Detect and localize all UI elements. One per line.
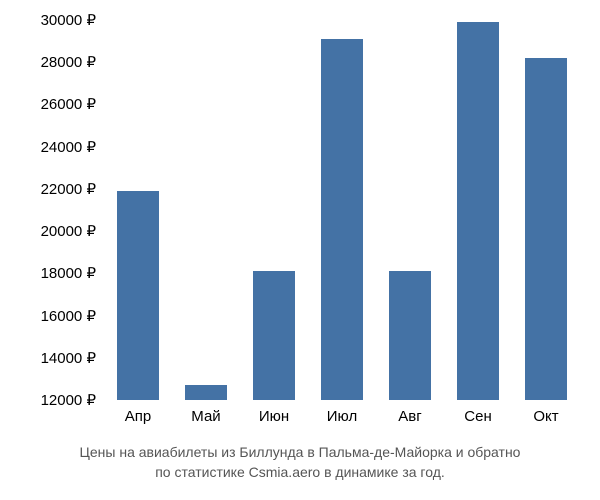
x-tick-label: Апр [104, 408, 172, 425]
y-tick-label: 14000 ₽ [20, 349, 96, 367]
bars-area [104, 20, 580, 400]
y-tick-label: 18000 ₽ [20, 264, 96, 282]
x-tick-label: Июн [240, 408, 308, 425]
x-axis-labels: АпрМайИюнИюлАвгСенОкт [104, 408, 580, 425]
bar [185, 385, 227, 400]
y-tick-label: 12000 ₽ [20, 391, 96, 409]
bar-column [308, 20, 376, 400]
bar-column [104, 20, 172, 400]
bar [253, 271, 295, 400]
caption-line-2: по статистике Csmia.aero в динамике за г… [155, 464, 445, 480]
bar [457, 22, 499, 400]
y-tick-label: 26000 ₽ [20, 95, 96, 113]
y-tick-label: 24000 ₽ [20, 138, 96, 156]
bar-column [444, 20, 512, 400]
bar-column [240, 20, 308, 400]
bar [117, 191, 159, 400]
x-tick-label: Май [172, 408, 240, 425]
bar-column [512, 20, 580, 400]
bar [525, 58, 567, 400]
y-tick-label: 20000 ₽ [20, 222, 96, 240]
plot-area: 12000 ₽14000 ₽16000 ₽18000 ₽20000 ₽22000… [20, 20, 580, 400]
bar [321, 39, 363, 400]
x-tick-label: Окт [512, 408, 580, 425]
bar [389, 271, 431, 400]
y-tick-label: 30000 ₽ [20, 11, 96, 29]
caption-line-1: Цены на авиабилеты из Биллунда в Пальма-… [80, 444, 521, 460]
y-tick-label: 28000 ₽ [20, 53, 96, 71]
y-axis: 12000 ₽14000 ₽16000 ₽18000 ₽20000 ₽22000… [20, 20, 96, 400]
x-tick-label: Авг [376, 408, 444, 425]
bar-column [376, 20, 444, 400]
y-tick-label: 22000 ₽ [20, 180, 96, 198]
chart-caption: Цены на авиабилеты из Биллунда в Пальма-… [10, 443, 590, 482]
x-tick-label: Июл [308, 408, 376, 425]
bar-column [172, 20, 240, 400]
flight-price-chart: 12000 ₽ 14000 ₽ 16000 ₽ 18000 ₽ 20000 ₽ 22000… [0, 0, 600, 500]
x-tick-label: Сен [444, 408, 512, 425]
y-tick-label: 16000 ₽ [20, 307, 96, 325]
